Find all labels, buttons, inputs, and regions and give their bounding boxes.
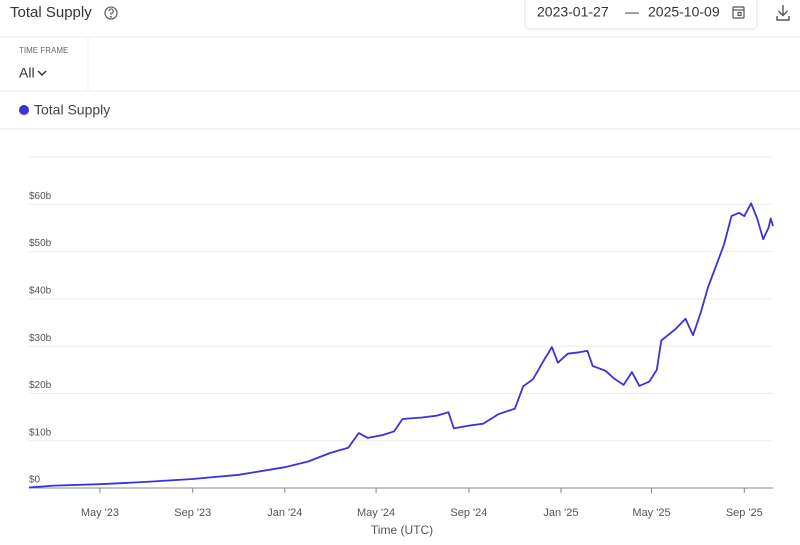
x-tick-label: May '24 — [357, 507, 395, 519]
x-tick-label: Jan '25 — [543, 507, 578, 519]
data-line — [28, 202, 774, 489]
time-frame-label: TIME FRAME — [19, 46, 68, 55]
x-tick-label: Sep '23 — [174, 507, 211, 519]
x-axis-title: Time (UTC) — [371, 523, 433, 537]
x-tick-label: May '23 — [81, 507, 119, 519]
legend-label[interactable]: Total Supply — [34, 102, 110, 118]
legend-marker — [19, 105, 29, 115]
y-tick-label: $40b — [29, 285, 52, 296]
calendar-icon[interactable] — [732, 6, 745, 19]
x-tick-label: Sep '25 — [726, 507, 763, 519]
y-tick-label: $50b — [29, 238, 52, 249]
y-tick-label: $0 — [29, 475, 41, 486]
download-icon[interactable] — [776, 5, 790, 21]
x-tick-label: Sep '24 — [450, 507, 487, 519]
y-tick-label: $20b — [29, 380, 52, 391]
date-end[interactable]: 2025-10-09 — [648, 4, 720, 20]
page-title: Total Supply — [10, 4, 92, 21]
dropdown-chevron[interactable] — [37, 70, 47, 77]
date-separator: — — [625, 4, 639, 20]
y-tick-label: $30b — [29, 333, 52, 344]
x-tick-label: Jan '24 — [267, 507, 302, 519]
time-frame-select[interactable]: All — [19, 65, 35, 81]
x-tick-label: May '25 — [632, 507, 670, 519]
y-tick-label: $10b — [29, 427, 52, 438]
date-range[interactable] — [524, 0, 758, 30]
y-tick-label: $60b — [29, 191, 52, 202]
date-start[interactable]: 2023-01-27 — [537, 4, 609, 20]
help-icon[interactable] — [104, 6, 118, 20]
